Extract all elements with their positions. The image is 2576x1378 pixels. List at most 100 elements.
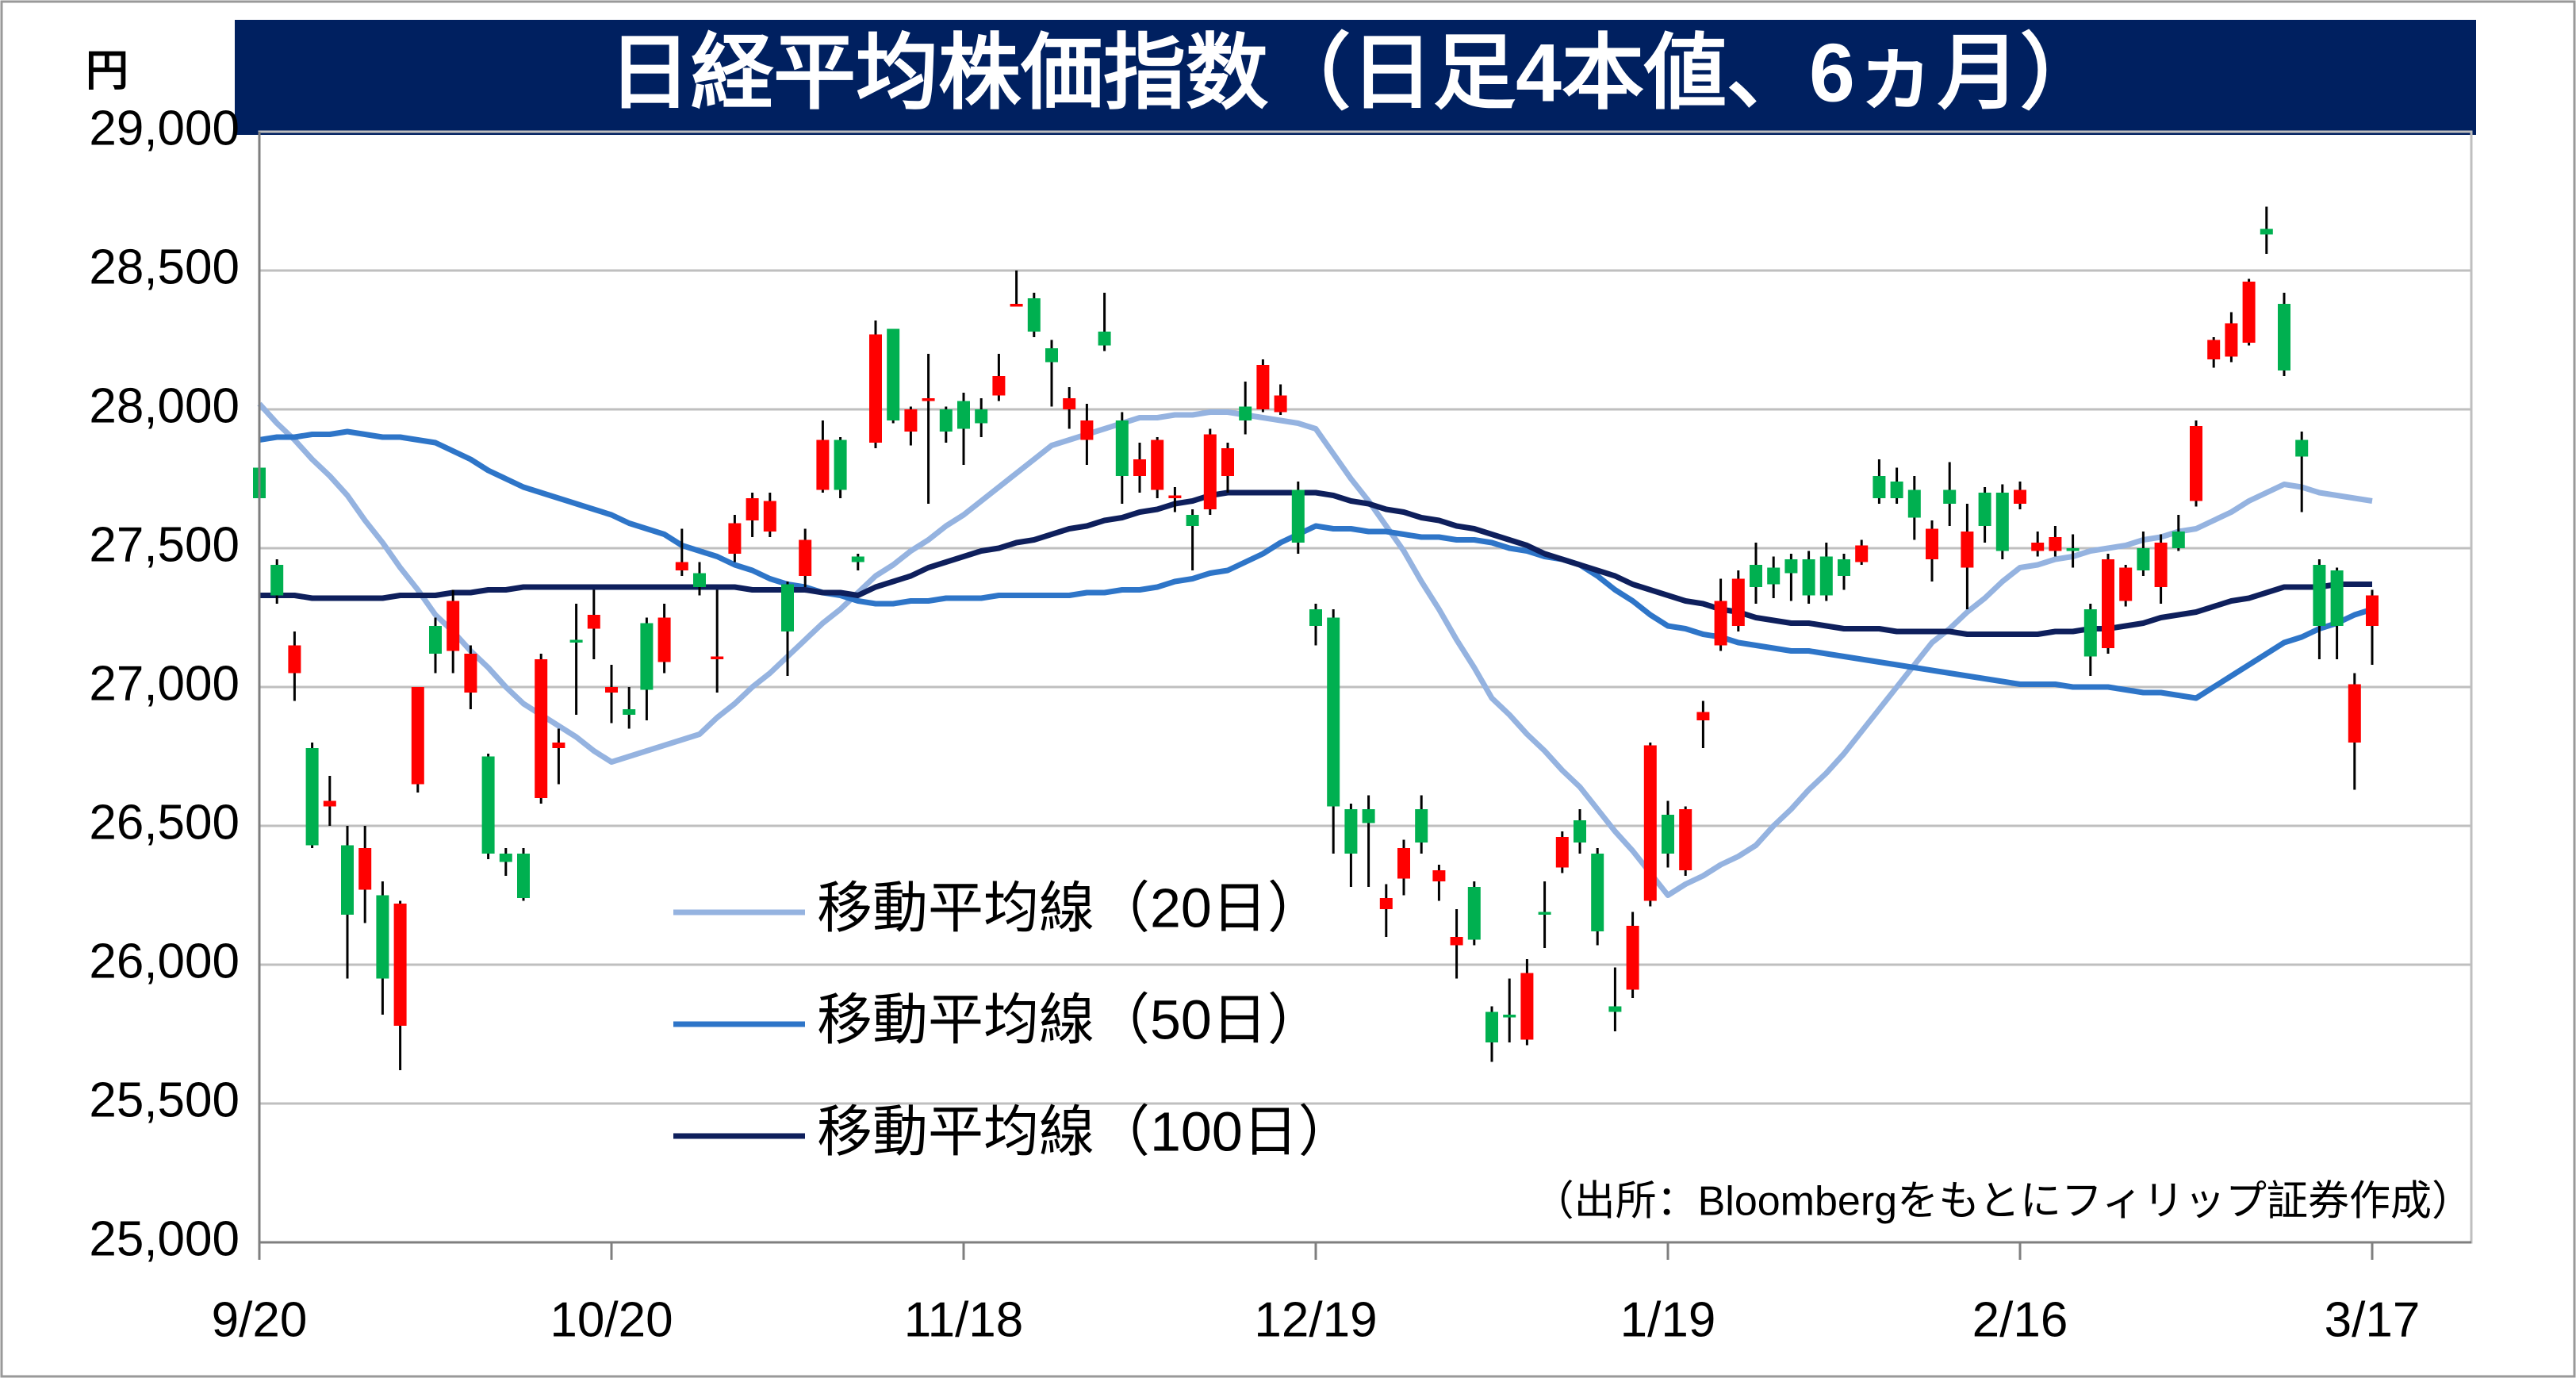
candle-body xyxy=(411,687,424,785)
y-unit: 円 xyxy=(86,47,128,94)
candle-body xyxy=(992,376,1006,396)
candle-body xyxy=(499,854,512,862)
y-tick-label: 26,500 xyxy=(89,795,240,850)
candle-body xyxy=(623,709,636,715)
candle-body xyxy=(799,539,812,576)
x-tick-label: 9/20 xyxy=(212,1292,308,1347)
candle-body xyxy=(1397,848,1410,879)
candle-body xyxy=(1274,395,1287,413)
candle-body xyxy=(2014,489,2026,504)
candle-body xyxy=(1467,887,1481,940)
candle-body xyxy=(1643,745,1657,901)
candle-body xyxy=(1926,528,1938,559)
candle-body xyxy=(1995,493,2009,551)
candle-body xyxy=(1063,398,1076,409)
candle-body xyxy=(1379,898,1393,909)
x-tick-label: 11/18 xyxy=(904,1292,1024,1347)
candle-body xyxy=(922,398,935,401)
candle-body xyxy=(2330,570,2344,626)
x-tick-label: 2/16 xyxy=(1972,1292,2068,1347)
ma-line xyxy=(257,401,2373,898)
candle-body xyxy=(569,639,583,643)
ma-line xyxy=(259,489,2372,637)
candle-body xyxy=(640,623,654,690)
candle-body xyxy=(957,401,970,429)
candle-body xyxy=(1520,973,1534,1040)
chart-title: 日経平均株価指数（日足4本値、6ヵ月） xyxy=(608,27,2103,119)
candle-body xyxy=(2049,537,2062,551)
candle-body xyxy=(675,562,688,570)
y-tick-label: 26,000 xyxy=(89,934,240,988)
candle-body xyxy=(1256,365,1270,409)
candle-body xyxy=(1080,420,1094,440)
candles xyxy=(253,206,2379,1070)
legend: 移動平均線（20日） 移動平均線（50日） 移動平均線（100日） xyxy=(673,877,1354,1162)
candle-body xyxy=(693,573,706,587)
candle-body xyxy=(1784,559,1798,574)
candle-body xyxy=(816,440,830,490)
candle-body xyxy=(1608,1006,1622,1012)
candle-body xyxy=(605,687,618,693)
candle-body xyxy=(1626,926,1639,990)
candle-body xyxy=(1221,448,1234,476)
candle-body xyxy=(1450,937,1463,946)
moving-averages xyxy=(257,401,2374,898)
legend-label: 移動平均線（20日） xyxy=(817,877,1323,938)
candle-body xyxy=(869,334,882,443)
x-tick-label: 10/20 xyxy=(550,1292,673,1347)
candle-body xyxy=(323,800,336,807)
candle-body xyxy=(1309,609,1322,626)
candle-body xyxy=(2225,323,2238,357)
candle-body xyxy=(1098,332,1111,346)
candle-body xyxy=(1045,348,1058,363)
candle-body xyxy=(1291,489,1305,543)
candle-body xyxy=(657,617,671,662)
candle-body xyxy=(1943,489,1957,504)
candle-body xyxy=(2031,543,2045,551)
candle-body xyxy=(887,328,900,420)
candle-body xyxy=(2119,567,2133,601)
candle-body xyxy=(2137,548,2150,570)
candle-body xyxy=(1855,545,1869,562)
candle-body xyxy=(464,654,477,693)
ma-line xyxy=(259,428,2374,701)
candle-body xyxy=(2348,684,2361,743)
candle-body xyxy=(1679,809,1692,870)
candle-body xyxy=(1115,420,1129,476)
candle-body xyxy=(1027,298,1041,332)
candle-body xyxy=(1203,434,1217,509)
candle-body xyxy=(1168,495,1182,498)
candle-body xyxy=(270,565,284,596)
candle-body xyxy=(2066,548,2080,551)
candle-body xyxy=(2366,595,2379,626)
y-tick-label: 27,500 xyxy=(89,517,240,572)
y-tick-label: 27,000 xyxy=(89,656,240,711)
candle-body xyxy=(393,904,407,1026)
candle-body xyxy=(834,440,847,490)
candle-body xyxy=(447,601,460,651)
y-tick-label: 29,000 xyxy=(89,101,240,155)
y-tick-label: 28,000 xyxy=(89,378,240,433)
candle-body xyxy=(1503,1015,1516,1018)
candle-body xyxy=(341,845,354,915)
candle-body xyxy=(1731,578,1745,626)
candle-body xyxy=(2242,282,2256,343)
legend-label: 移動平均線（50日） xyxy=(817,988,1323,1050)
candle-body xyxy=(481,756,495,854)
candle-body xyxy=(1767,567,1781,585)
candle-body xyxy=(288,645,301,674)
candle-body xyxy=(2278,304,2290,370)
candle-body xyxy=(1415,809,1428,843)
candle-body xyxy=(1961,532,1974,568)
title-bar xyxy=(235,20,2476,135)
y-tick-label: 28,500 xyxy=(89,240,240,294)
candle-body xyxy=(1010,304,1023,307)
candle-body xyxy=(851,556,864,562)
candle-body xyxy=(2313,565,2326,626)
candle-body xyxy=(1890,482,1903,498)
x-tick-label: 1/19 xyxy=(1620,1292,1716,1347)
candle-body xyxy=(587,615,600,629)
